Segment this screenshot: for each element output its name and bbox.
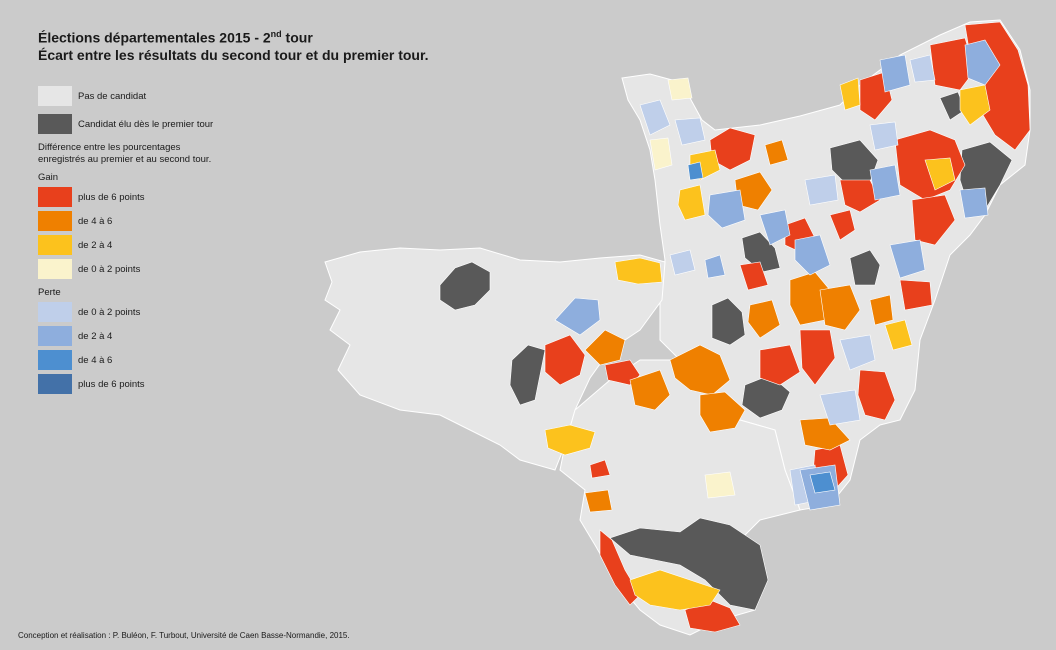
credit-text: Conception et réalisation : P. Buléon, F… [18,631,350,640]
loss-4-6-areas [687,161,836,494]
title-line-1: Élections départementales 2015 - 2nd tou… [38,29,313,46]
legend-swatch [38,350,72,370]
title-line-2: Écart entre les résultats du second tour… [38,46,429,63]
legend-swatch [38,259,72,279]
elected-first-round-areas [439,91,1013,611]
legend-item-gain-6: plus de 6 points [38,185,213,209]
map-legend: Pas de candidat Candidat élu dès le prem… [38,84,213,396]
legend-swatch [38,86,72,106]
legend-swatch [38,187,72,207]
legend-item-loss-4-6: de 4 à 6 [38,348,213,372]
gain-4-6-areas [584,139,894,513]
legend-swatch [38,211,72,231]
legend-swatch [38,302,72,322]
legend-item-loss-2-4: de 2 à 4 [38,324,213,348]
legend-swatch [38,374,72,394]
legend-item-no-candidate: Pas de candidat [38,84,213,108]
legend-swatch [38,114,72,134]
legend-loss-title: Perte [38,287,61,298]
map-title: Élections départementales 2015 - 2nd tou… [38,26,429,64]
legend-item-gain-0-2: de 0 à 2 points [38,257,213,281]
legend-swatch [38,326,72,346]
legend-item-gain-4-6: de 4 à 6 [38,209,213,233]
legend-item-loss-0-2: de 0 à 2 points [38,300,213,324]
legend-note: Différence entre les pourcentages enregi… [38,142,212,165]
legend-swatch [38,235,72,255]
loss-2-4-areas [554,39,1001,511]
legend-item-gain-2-4: de 2 à 4 [38,233,213,257]
gain-0-2-areas [649,77,736,499]
legend-item-loss-6: plus de 6 points [38,372,213,396]
legend-item-elected-first-round: Candidat élu dès le premier tour [38,112,213,136]
legend-gain-title: Gain [38,172,59,183]
